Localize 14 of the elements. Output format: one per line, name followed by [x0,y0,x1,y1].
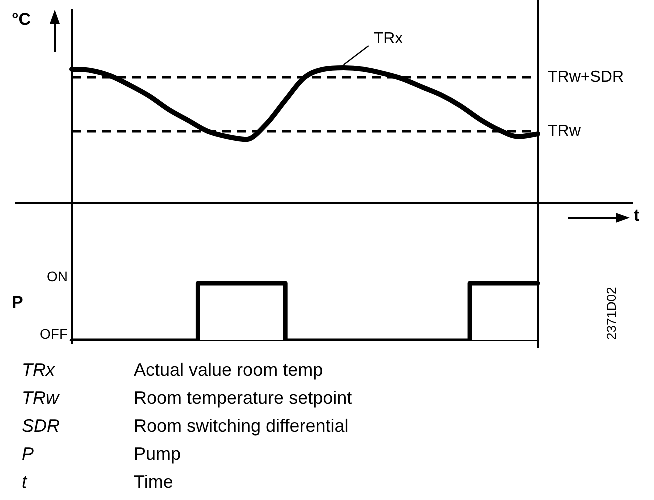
text: ON [47,268,68,284]
y-axis-title: °C [12,10,32,30]
series-label: TRx [374,30,404,48]
text: 2371D02 [604,287,619,340]
ref-line-label: TRw+SDR [548,68,624,86]
text: TRw Room temperature setpoint [22,388,352,408]
ref-line-label: TRw [548,122,582,140]
text: TRx Actual value room temp [22,360,324,380]
text: OFF [40,326,68,342]
text: P Pump [22,444,182,464]
x-axis-title: t [634,206,640,226]
text: SDR Room switching differential [22,416,349,436]
text: t Time [22,472,174,492]
y-axis-title: P [12,293,24,313]
